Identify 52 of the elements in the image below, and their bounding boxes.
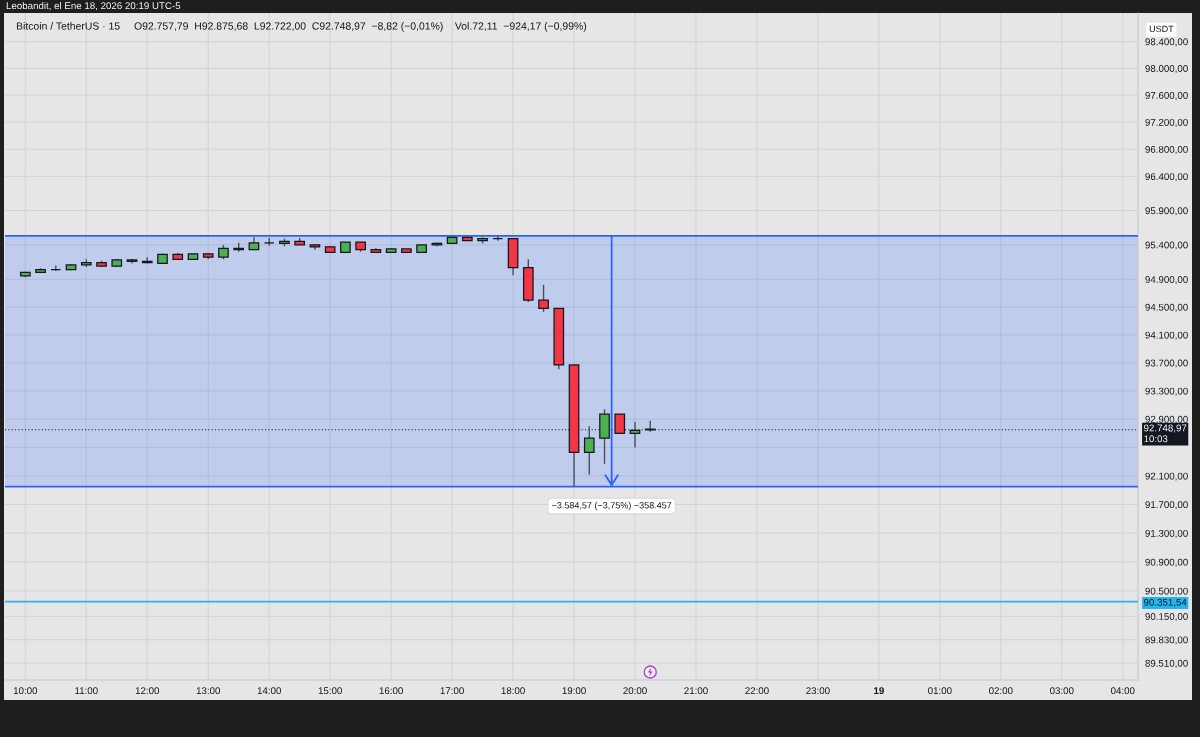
y-tick-label: 93.300,00 — [1145, 387, 1188, 396]
candlestick — [614, 413, 626, 434]
x-tick-label: 03:00 — [1050, 687, 1074, 695]
y-axis-title: USDT — [1149, 25, 1174, 33]
text: O92.757,79 H92.875,68 L92.722,00 C92.748,97 −8,82 (−0,01%) Vol.72,11 −924,17 (−0,99%) — [134, 22, 587, 32]
x-tick-label: 12:00 — [135, 687, 160, 695]
y-tick-label: 93.700,00 — [1145, 359, 1188, 368]
ref-line-label: 90.351,54 — [1144, 598, 1187, 607]
y-tick-label: 94.500,00 — [1145, 303, 1188, 312]
candlestick — [538, 284, 549, 313]
y-tick-label: 91.300,00 — [1145, 529, 1188, 538]
y-tick-label: 90.500,00 — [1145, 587, 1188, 596]
y-tick-label: 91.700,00 — [1145, 501, 1188, 510]
x-tick-label: 19:00 — [562, 687, 586, 695]
x-tick-label: 14:00 — [257, 687, 281, 695]
y-tick-label: 97.600,00 — [1145, 91, 1188, 100]
x-tick-label: 18:00 — [501, 687, 525, 695]
x-tick-label: 02:00 — [989, 687, 1013, 695]
y-tick-label: 96.800,00 — [1145, 145, 1188, 154]
text: Leobandit, el Ene 18, 2026 20:19 UTC-5 — [6, 1, 181, 11]
x-tick-label: 21:00 — [684, 687, 708, 695]
y-tick-label: 96.400,00 — [1145, 173, 1188, 182]
x-tick-label: 15:00 — [318, 687, 342, 695]
x-tick-label: 23:00 — [806, 687, 830, 695]
y-tick-label: 89.510,00 — [1145, 659, 1188, 668]
x-tick-label: 13:00 — [196, 687, 221, 695]
y-tick-label: 92.100,00 — [1145, 472, 1188, 481]
y-tick-label: 95.900,00 — [1145, 207, 1188, 216]
x-tick-label: 10:00 — [13, 687, 38, 695]
candlestick — [492, 235, 504, 242]
y-tick-label: 94.100,00 — [1145, 331, 1188, 340]
text: Bitcoin / TetherUS · 15 — [16, 22, 120, 30]
annotation: −3.584,57 (−3,75%) −358.457 — [551, 501, 672, 511]
x-tick-label: 22:00 — [745, 687, 769, 695]
candlestick — [50, 264, 62, 272]
y-tick-label: 98.400,00 — [1145, 38, 1188, 47]
x-tick-label: 11:00 — [75, 687, 98, 695]
y-tick-label: 98.000,00 — [1145, 65, 1188, 74]
ref-line-label: 92.748,97 10:03 — [1144, 424, 1187, 443]
x-tick-label: 04:00 — [1110, 687, 1135, 695]
y-tick-label: 97.200,00 — [1145, 118, 1188, 127]
x-tick-label: 17:00 — [440, 687, 464, 695]
y-tick-label: 89.830,00 — [1145, 636, 1188, 645]
y-tick-label: 90.150,00 — [1145, 613, 1188, 622]
x-tick-label: 01:00 — [928, 687, 952, 695]
y-tick-label: 92.900,00 — [1145, 415, 1188, 424]
x-tick-label: 20:00 — [623, 687, 647, 695]
x-tick-label: 19 — [874, 687, 884, 695]
x-tick-label: 16:00 — [379, 687, 403, 695]
y-tick-label: 90.900,00 — [1145, 558, 1188, 567]
y-tick-label: 95.400,00 — [1145, 241, 1188, 250]
y-tick-label: 94.900,00 — [1145, 276, 1188, 285]
